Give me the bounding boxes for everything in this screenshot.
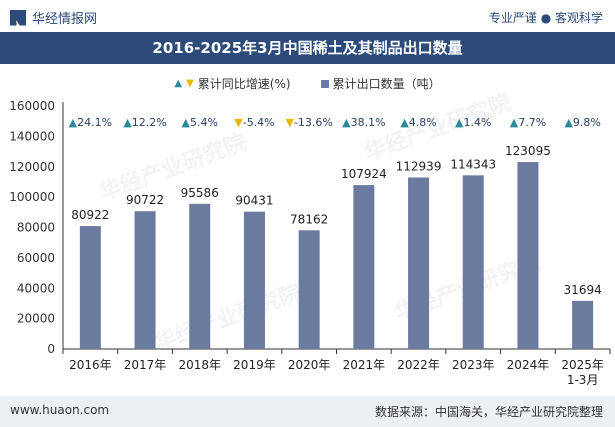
tagline: 专业严谨 ● 客观科学	[488, 11, 603, 25]
growth-label: ▲4.8%	[400, 116, 436, 129]
bar	[408, 177, 430, 349]
x-tick-label: 2024年	[507, 358, 550, 372]
growth-label: ▲7.7%	[510, 116, 546, 129]
logo[interactable]: 华经情报网	[10, 8, 97, 27]
bar	[243, 211, 265, 349]
bar-value-label: 114343	[450, 157, 496, 171]
triangle-up-icon: ▲	[174, 78, 183, 89]
footer-website[interactable]: www.huaon.com	[10, 403, 110, 417]
top-bar: 华经情报网 专业严谨 ● 客观科学	[0, 0, 615, 32]
bar-value-label: 95586	[181, 186, 219, 200]
x-tick-label: 2021年	[343, 358, 386, 372]
y-tick-label: 0	[47, 342, 55, 356]
legend-growth: ▲ ▼ 累计同比增速(%)	[174, 75, 290, 92]
bar-value-label: 31694	[564, 283, 602, 297]
chart-title: 2016-2025年3月中国稀土及其制品出口数量	[0, 32, 615, 64]
triangle-down-icon: ▼	[186, 78, 194, 89]
y-tick-label: 20000	[17, 312, 55, 326]
growth-value: 38.1%	[351, 116, 386, 129]
growth-value: 9.8%	[573, 116, 601, 129]
growth-value: 5.4%	[190, 116, 218, 129]
growth-label: ▲24.1%	[69, 116, 112, 129]
legend-square-icon	[320, 79, 329, 88]
y-tick-label: 120000	[9, 160, 55, 174]
bar	[462, 175, 484, 349]
bar-value-label: 112939	[396, 159, 442, 173]
growth-value: 7.7%	[518, 116, 546, 129]
x-tick-label: 1-3月	[567, 373, 599, 387]
x-tick-label: 2020年	[288, 358, 331, 372]
bar-value-label: 90722	[126, 193, 164, 207]
bar	[517, 162, 539, 349]
footer: www.huaon.com 数据来源：中国海关，华经产业研究院整理	[0, 396, 615, 427]
x-tick-label: 2025年	[561, 358, 604, 372]
x-tick-label: 2019年	[233, 358, 276, 372]
y-tick-label: 100000	[9, 190, 55, 204]
y-tick-label: 60000	[17, 251, 55, 265]
triangle-up-icon: ▲	[510, 116, 519, 129]
growth-label: ▲12.2%	[123, 116, 166, 129]
growth-label: ▲5.4%	[182, 116, 218, 129]
growth-label: ▼-13.6%	[285, 116, 332, 129]
growth-value: 24.1%	[77, 116, 112, 129]
growth-value: 4.8%	[409, 116, 437, 129]
y-tick-label: 160000	[9, 99, 55, 113]
bar	[572, 300, 594, 349]
bar-value-label: 78162	[290, 212, 328, 226]
legend-growth-label: 累计同比增速(%)	[197, 77, 291, 91]
bar	[353, 185, 375, 349]
triangle-up-icon: ▲	[564, 116, 573, 129]
bar	[134, 211, 156, 349]
logo-icon	[10, 9, 26, 26]
bar	[79, 226, 101, 349]
logo-text: 华经情报网	[32, 12, 98, 27]
y-tick-label: 80000	[17, 221, 55, 235]
triangle-up-icon: ▲	[123, 116, 132, 129]
x-tick-label: 2018年	[178, 358, 221, 372]
triangle-up-icon: ▲	[455, 116, 464, 129]
growth-value: -13.6%	[294, 116, 333, 129]
x-tick-label: 2023年	[452, 358, 495, 372]
growth-label: ▲1.4%	[455, 116, 491, 129]
x-tick-label: 2016年	[69, 358, 112, 372]
growth-value: 1.4%	[464, 116, 492, 129]
y-tick-label: 40000	[17, 281, 55, 295]
growth-value: 12.2%	[132, 116, 167, 129]
triangle-up-icon: ▲	[400, 116, 409, 129]
x-tick-label: 2022年	[397, 358, 440, 372]
growth-label: ▼-5.4%	[234, 116, 274, 129]
triangle-down-icon: ▼	[234, 116, 243, 129]
y-tick-label: 140000	[9, 129, 55, 143]
bar	[298, 230, 320, 349]
bar-value-label: 80922	[71, 208, 109, 222]
legend-quantity-label: 累计出口数量（吨）	[332, 77, 441, 91]
growth-label: ▲38.1%	[342, 116, 385, 129]
growth-value: -5.4%	[243, 116, 275, 129]
triangle-up-icon: ▲	[182, 116, 191, 129]
bar-value-label: 90431	[235, 194, 273, 208]
triangle-down-icon: ▼	[285, 116, 294, 129]
triangle-up-icon: ▲	[342, 116, 351, 129]
triangle-up-icon: ▲	[69, 116, 78, 129]
footer-source: 数据来源：中国海关，华经产业研究院整理	[374, 405, 603, 419]
bar	[189, 203, 211, 349]
x-tick-label: 2017年	[124, 358, 167, 372]
bar-value-label: 107924	[341, 167, 387, 181]
chart-legend: ▲ ▼ 累计同比增速(%) 累计出口数量（吨）	[0, 75, 615, 92]
bar-value-label: 123095	[505, 144, 551, 158]
growth-label: ▲9.8%	[564, 116, 600, 129]
bar-chart: 0 20000 40000 60000 80000 100000 120000 140000 1…	[9, 99, 611, 387]
legend-quantity: 累计出口数量（吨）	[320, 75, 441, 92]
